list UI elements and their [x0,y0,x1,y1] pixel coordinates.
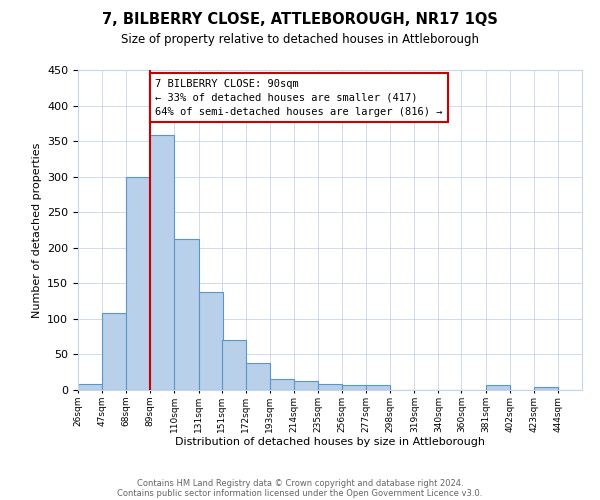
Bar [199,292,223,390]
Text: Size of property relative to detached houses in Attleborough: Size of property relative to detached ho… [121,32,479,46]
Bar [126,176,151,390]
Text: Contains HM Land Registry data © Crown copyright and database right 2024.: Contains HM Land Registry data © Crown c… [137,478,463,488]
Bar [270,380,294,390]
Bar [294,382,318,390]
Bar [342,385,366,390]
Bar [78,384,102,390]
Text: 7, BILBERRY CLOSE, ATTLEBOROUGH, NR17 1QS: 7, BILBERRY CLOSE, ATTLEBOROUGH, NR17 1Q… [102,12,498,28]
Text: Contains public sector information licensed under the Open Government Licence v3: Contains public sector information licen… [118,488,482,498]
Bar [151,136,175,390]
Bar [221,340,245,390]
Bar [534,387,558,390]
Text: 7 BILBERRY CLOSE: 90sqm
← 33% of detached houses are smaller (417)
64% of semi-d: 7 BILBERRY CLOSE: 90sqm ← 33% of detache… [155,78,442,116]
Bar [245,363,270,390]
Bar [318,384,342,390]
Y-axis label: Number of detached properties: Number of detached properties [32,142,41,318]
Bar [485,385,509,390]
X-axis label: Distribution of detached houses by size in Attleborough: Distribution of detached houses by size … [175,438,485,448]
Bar [102,313,126,390]
Bar [175,238,199,390]
Bar [366,385,390,390]
